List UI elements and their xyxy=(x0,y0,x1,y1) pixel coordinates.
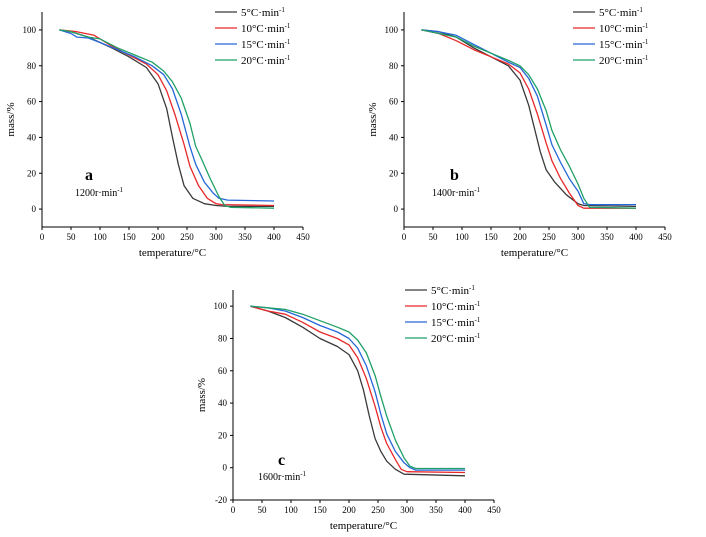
legend-entry: 10°C·min-1 xyxy=(599,22,649,35)
legend-entry: 5°C·min-1 xyxy=(241,6,285,19)
chart-panel-a: 0 50 100 150 200 250 300 350 400 450 0 20 40 60 80 100 t… xyxy=(5,6,310,259)
x-tick-label: 250 xyxy=(180,232,194,242)
y-tick-label: 100 xyxy=(385,25,399,35)
y-tick-label: 100 xyxy=(214,301,228,311)
series-line-4 xyxy=(59,29,275,209)
legend-entry: 5°C·min-1 xyxy=(599,6,643,19)
series-line-2 xyxy=(421,29,636,209)
y-tick-label: 80 xyxy=(218,333,228,343)
y-tick-label: 60 xyxy=(27,97,37,107)
y-axis-label: mass/% xyxy=(196,378,208,412)
x-axis-label: temperature/°C xyxy=(139,247,206,259)
x-tick-label: 150 xyxy=(313,505,327,515)
y-tick-label: 40 xyxy=(389,132,399,142)
x-tick-label: 150 xyxy=(484,232,498,242)
y-tick-label: -20 xyxy=(215,495,227,505)
y-axis-label: mass/% xyxy=(367,102,379,136)
speed-annotation: 1600r·min-1 xyxy=(258,470,307,483)
x-tick-label: 50 xyxy=(258,505,268,515)
y-axis-label: mass/% xyxy=(5,102,17,136)
x-tick-label: 450 xyxy=(658,232,672,242)
x-tick-label: 400 xyxy=(267,232,281,242)
y-tick-label: 0 xyxy=(394,204,399,214)
y-tick-label: 0 xyxy=(32,204,37,214)
legend-entry: 15°C·min-1 xyxy=(431,316,481,329)
y-tick-label: 20 xyxy=(27,168,37,178)
x-tick-label: 400 xyxy=(629,232,643,242)
x-tick-label: 0 xyxy=(40,232,45,242)
legend-entry: 20°C·min-1 xyxy=(599,54,649,67)
x-tick-label: 300 xyxy=(209,232,223,242)
y-tick-label: 60 xyxy=(389,97,399,107)
y-tick-label: 80 xyxy=(27,61,37,71)
x-tick-label: 100 xyxy=(284,505,298,515)
y-tick-label: 80 xyxy=(389,61,399,71)
legend-entry: 20°C·min-1 xyxy=(431,332,481,345)
panel-letter: a xyxy=(85,167,93,184)
x-tick-label: 300 xyxy=(571,232,585,242)
y-tick-label: 20 xyxy=(389,168,399,178)
x-tick-label: 250 xyxy=(371,505,385,515)
x-tick-label: 200 xyxy=(342,505,356,515)
x-tick-label: 300 xyxy=(400,505,414,515)
panel-letter: c xyxy=(278,452,285,469)
legend-entry: 10°C·min-1 xyxy=(431,300,481,313)
series-line-3 xyxy=(250,305,465,471)
chart-panel-b: 0 50 100 150 200 250 300 350 400 450 0 20 40 60 80 100 t… xyxy=(367,6,672,259)
legend-entry: 15°C·min-1 xyxy=(599,38,649,51)
x-tick-label: 150 xyxy=(122,232,136,242)
y-tick-label: 100 xyxy=(23,25,37,35)
x-axis-label: temperature/°C xyxy=(330,520,397,532)
legend-entry: 15°C·min-1 xyxy=(241,38,291,51)
x-tick-label: 400 xyxy=(458,505,472,515)
chart-panel-c: 0 50 100 150 200 250 300 350 400 450 -20 0 20 40 60 80 1… xyxy=(196,284,501,532)
y-tick-label: 60 xyxy=(218,366,228,376)
y-tick-label: 0 xyxy=(223,463,228,473)
x-tick-label: 350 xyxy=(429,505,443,515)
series-line-4 xyxy=(250,305,465,470)
speed-annotation: 1200r·min-1 xyxy=(75,186,124,199)
series-line-3 xyxy=(421,29,636,206)
series-line-3 xyxy=(59,29,275,202)
y-tick-label: 40 xyxy=(27,132,37,142)
x-tick-label: 200 xyxy=(513,232,527,242)
x-tick-label: 200 xyxy=(151,232,165,242)
x-tick-label: 100 xyxy=(455,232,469,242)
x-tick-label: 50 xyxy=(67,232,77,242)
series-line-2 xyxy=(250,305,466,474)
legend-entry: 5°C·min-1 xyxy=(431,284,475,297)
x-axis-label: temperature/°C xyxy=(501,247,568,259)
x-tick-label: 0 xyxy=(231,505,236,515)
x-tick-label: 450 xyxy=(487,505,501,515)
legend-entry: 20°C·min-1 xyxy=(241,54,291,67)
panel-letter: b xyxy=(450,167,459,184)
series-line-1 xyxy=(250,305,466,477)
legend-entry: 10°C·min-1 xyxy=(241,22,291,35)
x-tick-label: 250 xyxy=(542,232,556,242)
y-tick-label: 20 xyxy=(218,430,228,440)
y-tick-label: 40 xyxy=(218,398,228,408)
series-line-4 xyxy=(421,29,637,209)
x-tick-label: 0 xyxy=(402,232,407,242)
series-line-1 xyxy=(421,29,637,208)
x-tick-label: 350 xyxy=(238,232,252,242)
x-tick-label: 350 xyxy=(600,232,614,242)
x-tick-label: 50 xyxy=(429,232,439,242)
x-tick-label: 450 xyxy=(296,232,310,242)
speed-annotation: 1400r·min-1 xyxy=(432,186,481,199)
x-tick-label: 100 xyxy=(93,232,107,242)
